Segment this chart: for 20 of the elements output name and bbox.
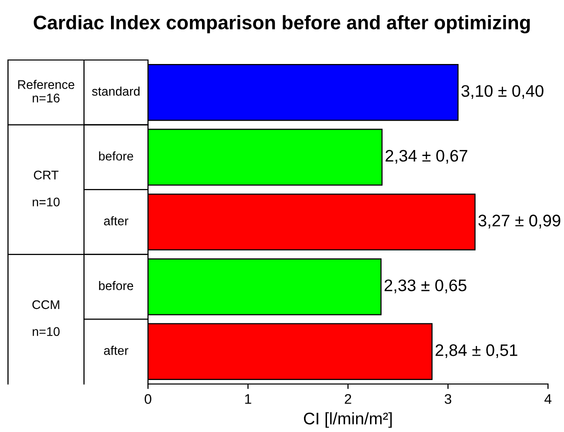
text: CRT n=10 [32, 170, 60, 206]
y-tick-label: after [104, 216, 128, 226]
data-label: 2,34 ± 0,67 [386, 150, 468, 164]
chart-title: Cardiac Index comparison before and after optimizing [34, 15, 530, 34]
x-tick-label: 2 [344, 394, 352, 404]
x-tick-label: 4 [544, 394, 552, 404]
data-label: 3,27 ± 0,99 [478, 214, 560, 228]
x-tick-label: 1 [245, 394, 252, 404]
data-label: 2,33 ± 0,65 [384, 279, 466, 294]
data-label: 2,84 ± 0,51 [436, 344, 518, 358]
data-label: 3,10 ± 0,40 [461, 85, 544, 99]
y-tick-label: standard [92, 86, 140, 96]
text: CCM n=10 [32, 300, 60, 336]
y-tick-label: before [99, 151, 134, 161]
x-tick-label: 3 [444, 394, 452, 404]
x-tick-label: 0 [144, 394, 152, 404]
text: Reference n=16 [18, 80, 74, 102]
y-tick-label: before [99, 280, 134, 290]
y-tick-label: after [104, 346, 128, 355]
x-axis-title: CI [l/min/m²] [304, 412, 392, 428]
